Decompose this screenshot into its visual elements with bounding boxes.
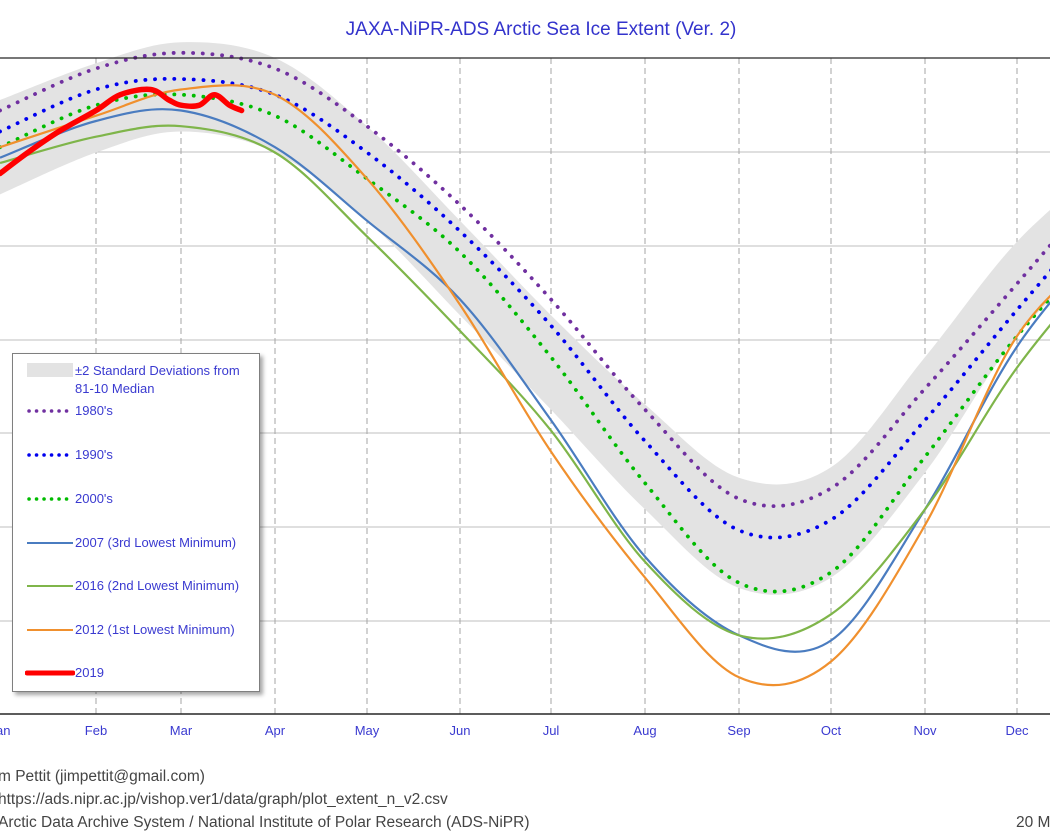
legend-band-swatch (27, 363, 73, 377)
legend-item-1990s: 1990's (13, 445, 259, 465)
legend-2019-swatch (25, 670, 75, 676)
x-tick-label-jul: Jul (543, 723, 560, 738)
std-dev-band (0, 42, 1050, 595)
legend-2016-label: 2016 (2nd Lowest Minimum) (75, 578, 240, 593)
legend-item-2019: 2019 (13, 663, 259, 683)
legend-1990s-label: 1990's (75, 447, 113, 462)
legend-1990s-swatch (27, 453, 75, 457)
footer-source-url[interactable]: https://ads.nipr.ac.jp/vishop.ver1/data/… (0, 791, 448, 808)
series-line-2019 (0, 86, 245, 177)
legend-1980s-swatch (27, 409, 75, 413)
legend: ±2 Standard Deviations from 81-10 Median… (12, 353, 260, 692)
legend-item-2016: 2016 (2nd Lowest Minimum) (13, 576, 259, 596)
std-dev-band-layer (0, 42, 1050, 595)
legend-2019-label: 2019 (75, 665, 104, 680)
x-tick-label-apr: Apr (265, 723, 286, 738)
footer-institution: Arctic Data Archive System / National In… (0, 814, 530, 831)
series-line-2000-s (0, 92, 1050, 594)
month-labels: Jan Feb Mar Apr May Jun Jul Aug Sep Oct Nov Dec (0, 723, 1029, 738)
legend-2016-swatch (27, 585, 73, 587)
footer-date: 20 M (1016, 814, 1050, 831)
series-line-2012-1st-lowest-minimum (0, 84, 1050, 687)
series-layer (0, 50, 1050, 687)
x-tick-label-nov: Nov (913, 723, 937, 738)
chart-title: JAXA-NiPR-ADS Arctic Sea Ice Extent (Ver… (346, 19, 737, 40)
legend-item-band: ±2 Standard Deviations from 81-10 Median (13, 360, 259, 396)
legend-2000s-swatch (27, 497, 75, 501)
x-tick-label-sep: Sep (727, 723, 750, 738)
x-tick-label-feb: Feb (85, 723, 107, 738)
footer-author: m Pettit (jimpettit@gmail.com) (0, 768, 205, 785)
series-line-2007-3rd-lowest-minimum (0, 108, 1050, 653)
x-tick-label-oct: Oct (821, 723, 842, 738)
x-tick-label-jun: Jun (450, 723, 471, 738)
legend-2012-label: 2012 (1st Lowest Minimum) (75, 622, 235, 637)
legend-item-1980s: 1980's (13, 401, 259, 421)
legend-item-2007: 2007 (3rd Lowest Minimum) (13, 533, 259, 553)
x-tick-label-jan: Jan (0, 723, 10, 738)
series-line-2016-2nd-lowest-minimum (0, 124, 1050, 640)
legend-2012-swatch (27, 629, 73, 631)
axis-layer (0, 57, 1050, 715)
series-line-1990-s (0, 76, 1050, 540)
legend-item-2012: 2012 (1st Lowest Minimum) (13, 620, 259, 640)
x-tick-label-mar: Mar (170, 723, 193, 738)
series-line-1980-s (0, 50, 1050, 509)
legend-2007-label: 2007 (3rd Lowest Minimum) (75, 535, 237, 550)
legend-2000s-label: 2000's (75, 491, 113, 506)
legend-2007-swatch (27, 542, 73, 544)
x-tick-label-aug: Aug (633, 723, 656, 738)
legend-band-label: ±2 Standard Deviations from 81-10 Median (75, 363, 240, 396)
x-tick-label-may: May (355, 723, 380, 738)
x-tick-label-dec: Dec (1005, 723, 1029, 738)
legend-1980s-label: 1980's (75, 403, 113, 418)
legend-item-2000s: 2000's (13, 489, 259, 509)
